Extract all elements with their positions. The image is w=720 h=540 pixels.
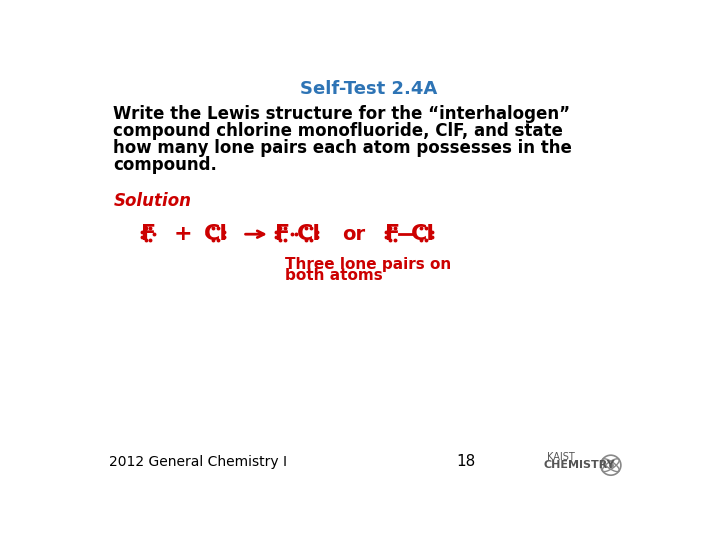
Text: F: F bbox=[384, 224, 400, 244]
Text: Solution: Solution bbox=[113, 192, 192, 210]
Text: or: or bbox=[342, 225, 365, 244]
Text: CHEMISTRY: CHEMISTRY bbox=[544, 460, 615, 470]
Text: Write the Lewis structure for the “interhalogen”: Write the Lewis structure for the “inter… bbox=[113, 105, 570, 123]
Text: +: + bbox=[174, 224, 192, 244]
Text: Cl: Cl bbox=[297, 224, 320, 244]
Text: F: F bbox=[274, 224, 289, 244]
Text: compound chlorine monofluoride, ClF, and state: compound chlorine monofluoride, ClF, and… bbox=[113, 122, 563, 140]
Text: both atoms: both atoms bbox=[285, 268, 383, 283]
Text: 2012 General Chemistry I: 2012 General Chemistry I bbox=[109, 455, 287, 469]
Text: Self-Test 2.4A: Self-Test 2.4A bbox=[300, 80, 438, 98]
Text: 18: 18 bbox=[456, 454, 475, 469]
Text: Cl: Cl bbox=[204, 224, 228, 244]
Text: KAIST: KAIST bbox=[547, 452, 575, 462]
Text: compound.: compound. bbox=[113, 156, 217, 174]
Text: Cl: Cl bbox=[411, 224, 436, 244]
Text: how many lone pairs each atom possesses in the: how many lone pairs each atom possesses … bbox=[113, 139, 572, 157]
Text: Three lone pairs on: Three lone pairs on bbox=[285, 257, 451, 272]
Text: F: F bbox=[140, 224, 156, 244]
